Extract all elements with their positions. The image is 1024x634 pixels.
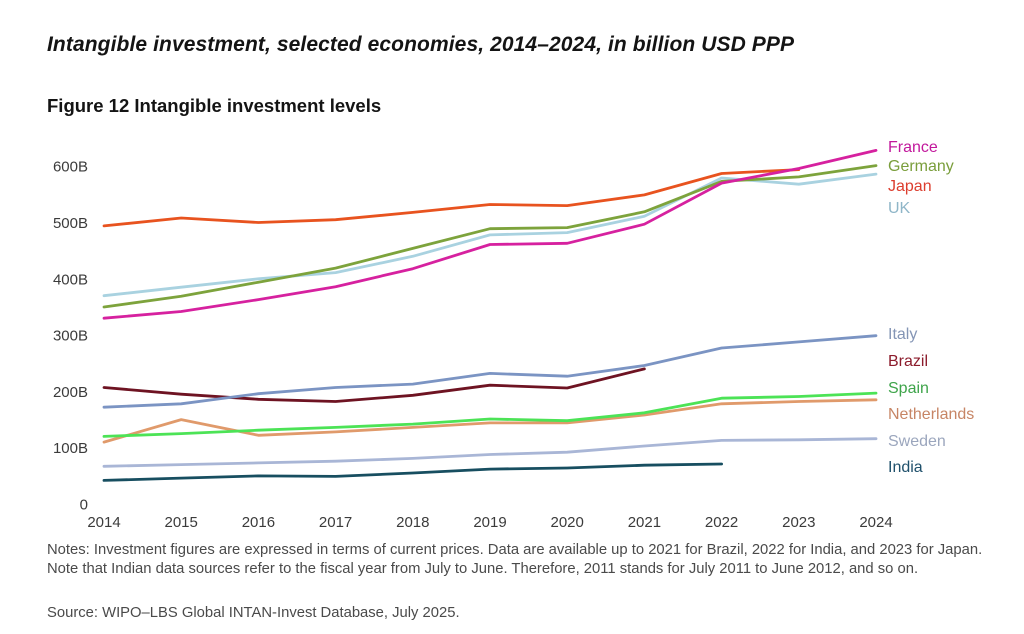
series-label-brazil: Brazil [888,353,928,370]
y-tick-label-300B: 300B [53,328,88,345]
x-tick-label-2020: 2020 [551,514,584,531]
x-tick-label-2024: 2024 [859,514,892,531]
x-tick-label-2018: 2018 [396,514,429,531]
x-tick-label-2023: 2023 [782,514,815,531]
line-italy [102,334,878,409]
x-tick-label-2022: 2022 [705,514,738,531]
chart-notes: Notes: Investment figures are expressed … [47,542,983,578]
series-label-sweden: Sweden [888,433,946,450]
y-tick-label-200B: 200B [53,384,88,401]
y-tick-label-500B: 500B [53,215,88,232]
series-label-france: France [888,139,938,156]
figure-heading: Figure 12 Intangible investment levels [47,95,382,116]
x-tick-label-2016: 2016 [242,514,275,531]
y-tick-label-600B: 600B [53,159,88,176]
line-brazil [102,367,646,403]
line-sweden [102,437,878,468]
line-spain [102,391,878,438]
series-label-india: India [888,459,923,476]
series-label-japan: Japan [888,178,932,195]
x-tick-label-2021: 2021 [628,514,661,531]
chart-title: Intangible investment, selected economie… [47,33,795,56]
chart-source: Source: WIPO–LBS Global INTAN-Invest Dat… [47,605,460,621]
line-india [102,462,723,482]
x-tick-label-2014: 2014 [87,514,120,531]
series-label-germany: Germany [888,158,954,175]
line-japan [102,168,801,228]
line-netherlands [102,398,878,444]
x-tick-label-2015: 2015 [165,514,198,531]
series-label-netherlands: Netherlands [888,406,974,423]
y-tick-label-0: 0 [80,497,88,514]
line-france [102,148,878,320]
line-uk [102,172,878,298]
series-label-spain: Spain [888,380,929,397]
x-tick-label-2017: 2017 [319,514,352,531]
y-tick-label-100B: 100B [53,440,88,457]
line-germany [102,164,878,309]
x-tick-label-2019: 2019 [473,514,506,531]
series-label-uk: UK [888,200,911,217]
y-tick-label-400B: 400B [53,271,88,288]
series-label-italy: Italy [888,326,917,343]
